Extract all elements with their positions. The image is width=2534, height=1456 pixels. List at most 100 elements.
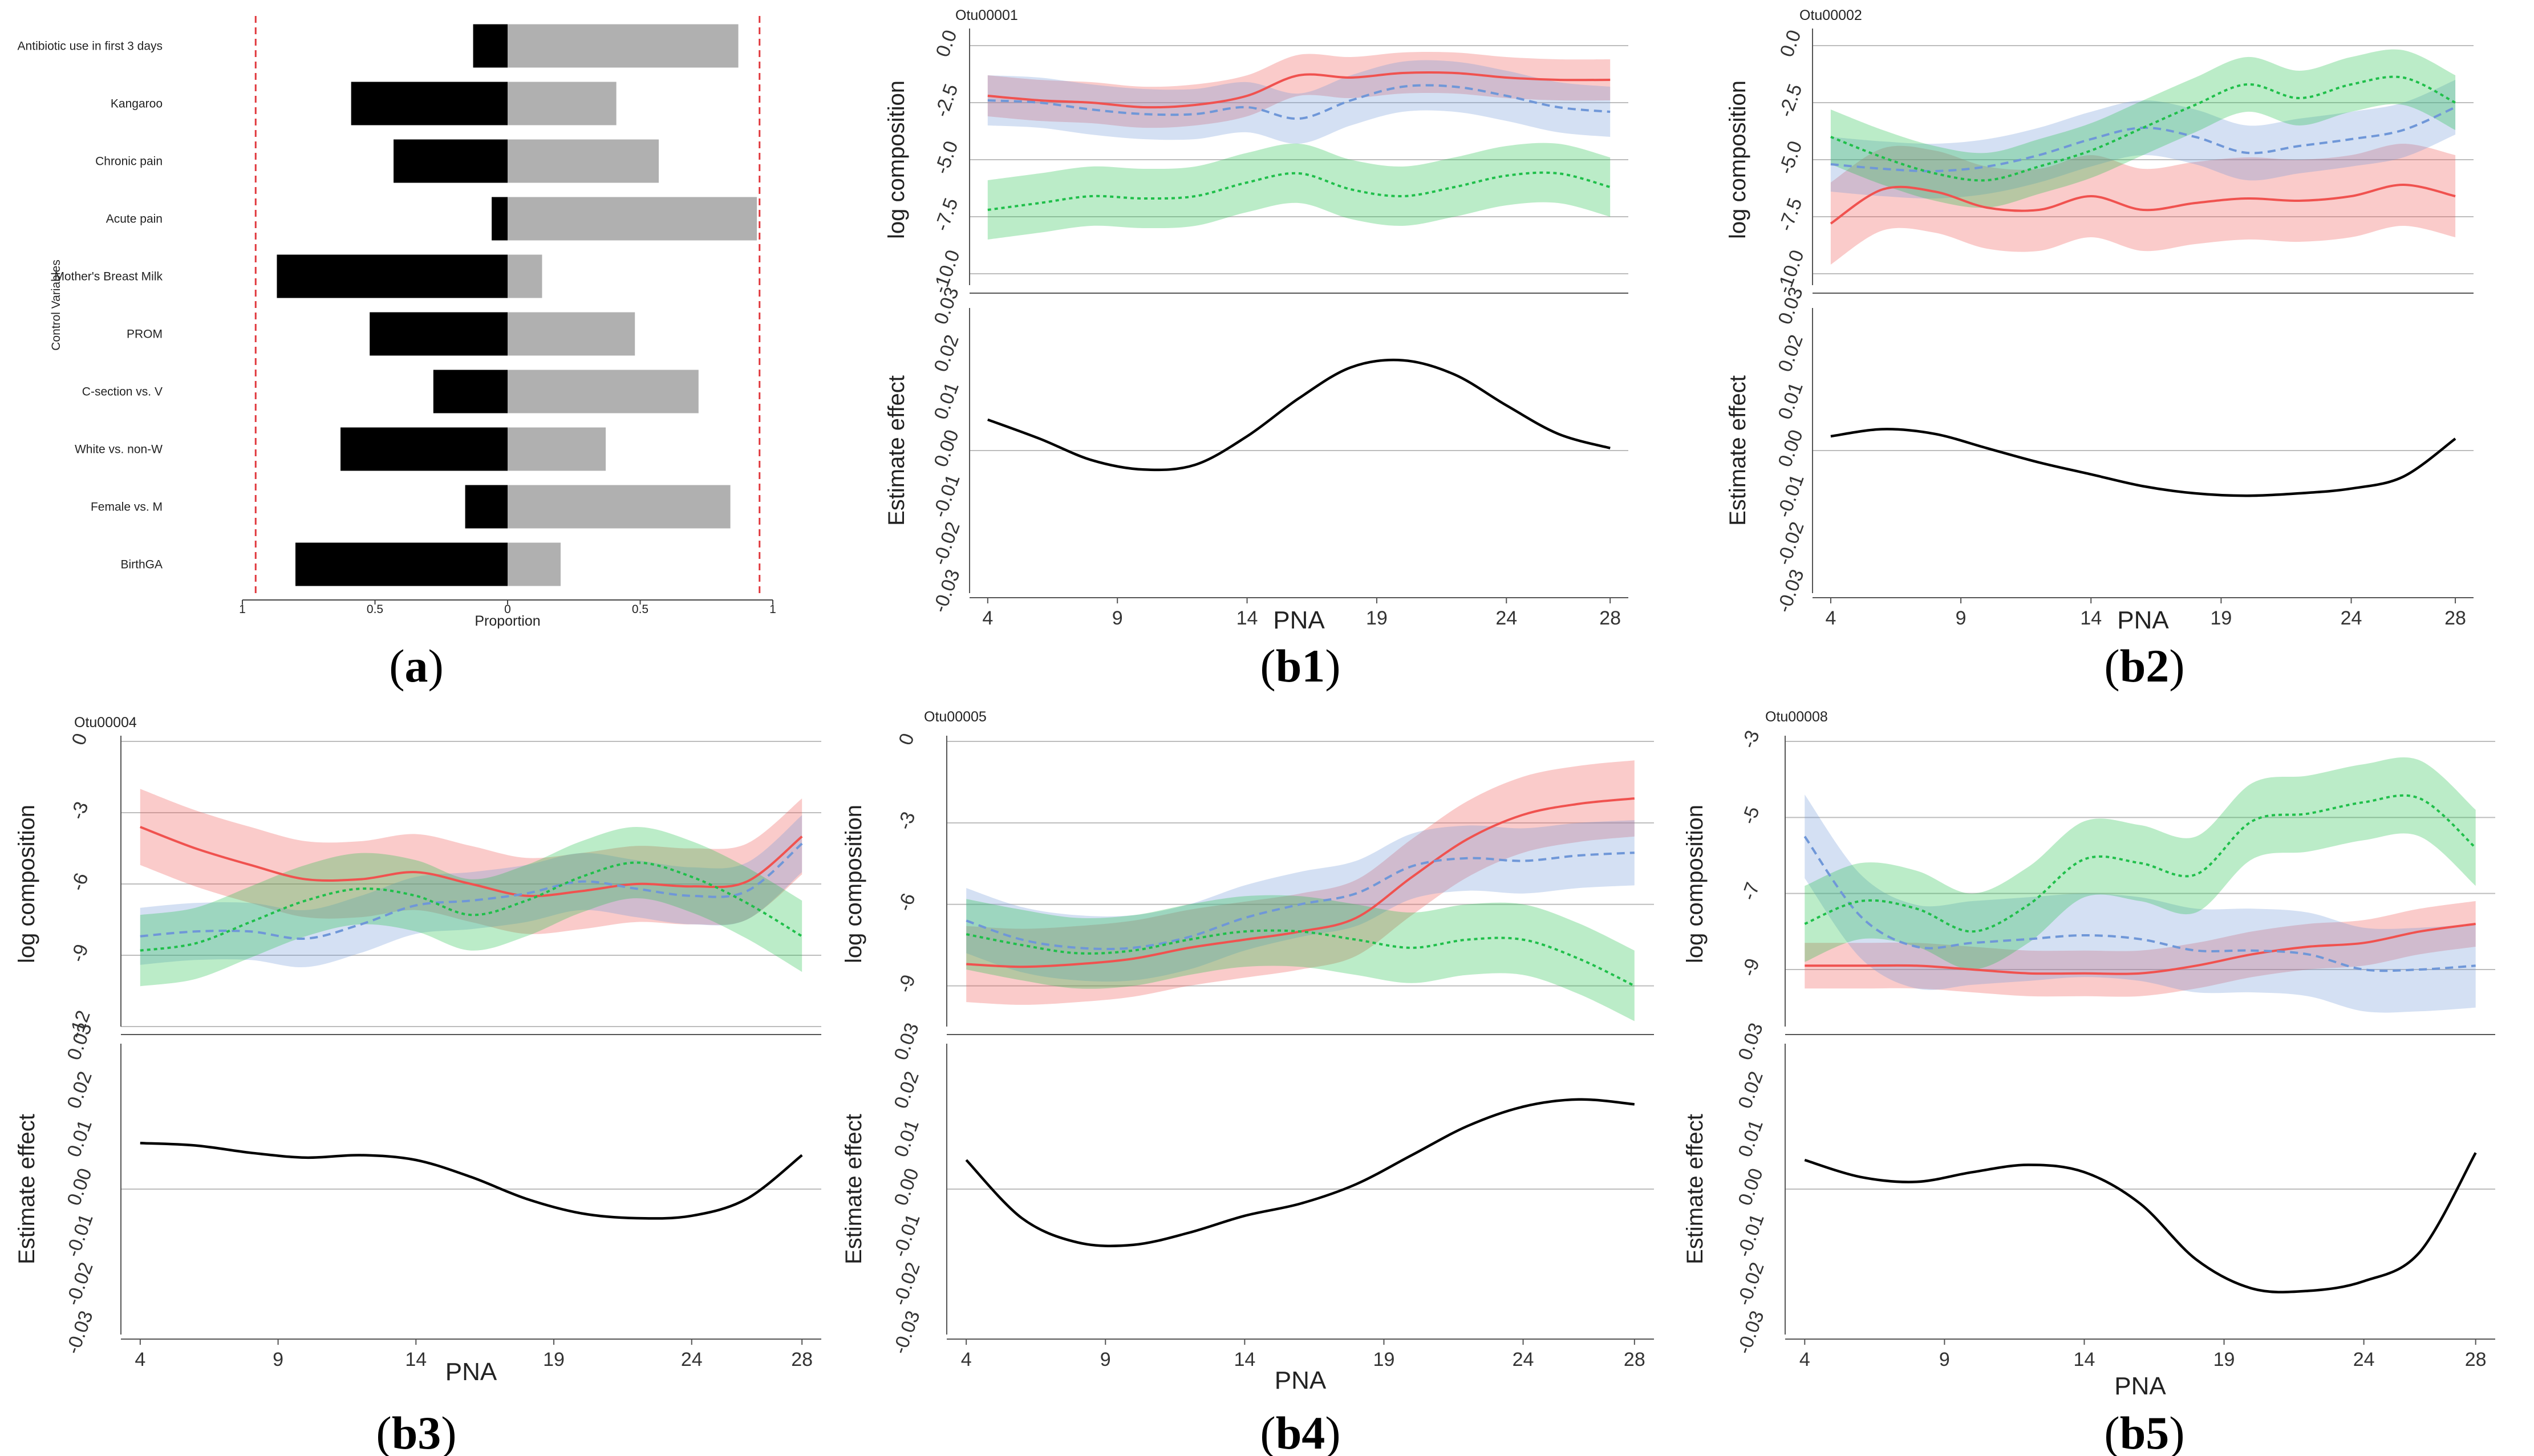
category-label-1: Kangaroo — [111, 98, 163, 111]
top-ytick-label-2: -6 — [894, 890, 920, 914]
bar-positive-3 — [508, 197, 757, 241]
panel-caption: (b3) — [376, 1407, 456, 1456]
confidence-band-1 — [1805, 794, 2476, 1013]
bottom-ytick-label-3: 0.00 — [890, 1166, 923, 1208]
series-line-2 — [1830, 75, 2456, 182]
top-ytick-label-0: 0.0 — [932, 27, 962, 60]
confidence-band-1 — [987, 60, 1611, 144]
effect-line — [140, 1142, 803, 1220]
x-tick-label-2: 14 — [1236, 607, 1258, 629]
bottom-y-axis-title: Estimate effect — [884, 375, 909, 526]
panel-title: Otu00004 — [74, 715, 137, 731]
bottom-ytick-label-0: 0.03 — [1734, 1020, 1767, 1063]
bar-negative-1 — [351, 82, 508, 125]
confidence-band-2 — [987, 143, 1611, 240]
x-tick-label-0: 4 — [135, 1349, 145, 1370]
top-ytick-label-0: 0 — [895, 731, 919, 748]
series-line-1 — [1830, 106, 2456, 173]
x-tick-label-0: 4 — [1825, 607, 1836, 629]
confidence-band-2 — [966, 895, 1635, 1021]
bar-negative-7 — [340, 427, 508, 471]
x-tick-label-1: 9 — [1939, 1349, 1950, 1370]
top-y-axis-title: log composition — [14, 805, 39, 963]
series-line-0 — [1830, 183, 2456, 225]
series-line-0 — [1805, 923, 2476, 975]
bar-negative-0 — [473, 24, 508, 68]
confidence-band-0 — [1830, 144, 2456, 265]
panel-title: Otu00001 — [955, 7, 1018, 23]
top-ytick-label-0: 0.0 — [1776, 27, 1806, 60]
bottom-y-axis-title: Estimate effect — [1682, 1114, 1708, 1264]
series-line-1 — [966, 851, 1635, 950]
bottom-ytick-label-6: -0.03 — [1773, 566, 1809, 615]
top-ytick-label-1: -3 — [894, 809, 920, 832]
effect-line — [965, 1098, 1635, 1247]
x-tick-label-3: 19 — [1373, 1349, 1395, 1370]
effect-line — [1830, 428, 2456, 497]
series-line-0 — [140, 826, 803, 898]
category-label-4: Mother's Breast Milk — [54, 270, 163, 283]
bottom-ytick-label-5: -0.02 — [62, 1259, 98, 1308]
bar-positive-0 — [508, 24, 739, 68]
top-ytick-label-1: -3 — [67, 799, 93, 822]
bottom-ytick-label-1: 0.02 — [1734, 1069, 1767, 1112]
x-tick-label-1: 9 — [1112, 607, 1123, 629]
top-ytick-label-3: -7.5 — [931, 195, 963, 234]
series-line-2 — [1804, 794, 2477, 933]
panel-title: Otu00008 — [1765, 709, 1828, 725]
bottom-y-axis-title: Estimate effect — [841, 1114, 866, 1264]
bar-positive-2 — [508, 139, 659, 183]
bottom-ytick-label-4: -0.01 — [889, 1211, 925, 1260]
effect-line — [1804, 1152, 2477, 1293]
category-label-7: White vs. non-W — [75, 443, 163, 456]
series-line-1 — [140, 842, 803, 940]
bar-positive-6 — [508, 370, 699, 413]
confidence-band-1 — [140, 815, 802, 968]
bar-negative-6 — [433, 370, 508, 413]
bottom-ytick-label-1: 0.02 — [890, 1069, 923, 1112]
top-ytick-label-3: -7.5 — [1775, 195, 1807, 234]
x-tick-label-3: 19 — [2213, 1349, 2235, 1370]
top-ytick-label-3: -9 — [894, 972, 920, 995]
panel-a-bar-chart: Antibiotic use in first 3 days Kangaroo Ch… — [18, 16, 776, 629]
panel-caption: (b1) — [1260, 640, 1340, 692]
x-axis-title: PNA — [1273, 606, 1325, 634]
category-label-9: BirthGA — [120, 558, 163, 571]
bar-negative-4 — [277, 254, 508, 298]
bottom-ytick-label-3: 0.00 — [1734, 1166, 1767, 1208]
bottom-ytick-label-6: -0.03 — [62, 1308, 98, 1357]
series-line-0 — [966, 797, 1635, 968]
x-tick-label-5: 28 — [2465, 1349, 2487, 1370]
panel-b5-chart: Otu00008-3 -5 -7 -9 log composition 0.03 0.02 0… — [1682, 709, 2495, 1400]
x-tick-label-4: 24 — [1495, 607, 1517, 629]
confidence-band-1 — [966, 820, 1635, 982]
x-tick-label-5: 28 — [1624, 1349, 1645, 1370]
bottom-ytick-label-2: 0.01 — [1774, 379, 1807, 422]
x-tick-label-2: 14 — [2080, 607, 2102, 629]
bar-positive-8 — [508, 485, 731, 529]
top-ytick-label-2: -7 — [1738, 879, 1764, 903]
bar-positive-7 — [508, 427, 606, 471]
x-tick-label-1: 9 — [273, 1349, 283, 1370]
category-label-8: Female vs. M — [91, 501, 163, 514]
x-tick-label-0: 1 — [239, 603, 246, 616]
x-tick-label-3: 19 — [1366, 607, 1388, 629]
bottom-ytick-label-4: -0.01 — [1733, 1211, 1769, 1260]
bottom-ytick-label-1: 0.02 — [1774, 332, 1807, 375]
top-ytick-label-1: -2.5 — [1775, 81, 1807, 120]
bottom-ytick-label-2: 0.01 — [1734, 1117, 1767, 1160]
top-ytick-label-0: 0 — [68, 731, 92, 748]
bottom-ytick-label-4: -0.01 — [929, 472, 964, 521]
x-tick-label-3: 0.5 — [632, 603, 648, 616]
x-tick-label-5: 28 — [791, 1349, 813, 1370]
bottom-ytick-label-2: 0.01 — [890, 1117, 923, 1160]
confidence-band-0 — [966, 760, 1635, 1005]
caption-a: (a) — [389, 640, 444, 692]
x-tick-label-5: 28 — [1599, 607, 1621, 629]
x-tick-label-4: 24 — [2341, 607, 2362, 629]
bottom-ytick-label-4: -0.01 — [62, 1211, 98, 1260]
bottom-ytick-label-5: -0.02 — [929, 519, 964, 568]
